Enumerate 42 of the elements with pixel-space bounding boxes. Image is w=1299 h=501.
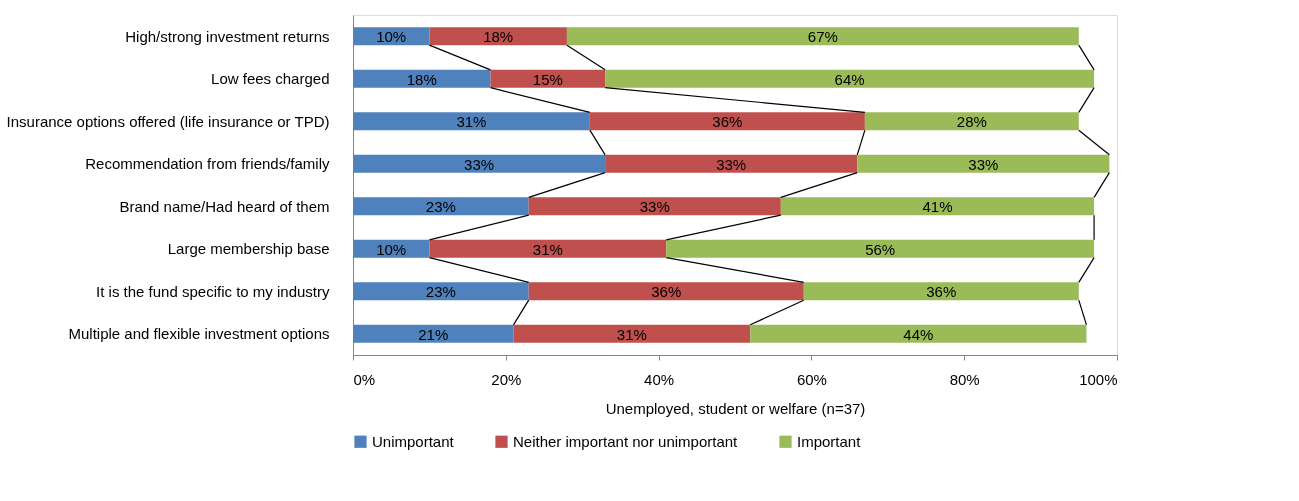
x-tick-label: 40%: [644, 370, 675, 388]
data-label: 15%: [532, 70, 563, 88]
data-label: 44%: [903, 325, 934, 343]
data-label: 36%: [712, 113, 743, 131]
data-label: 67%: [807, 28, 838, 46]
data-label: 10%: [376, 28, 407, 46]
y-tick-label: Multiple and flexible investment options: [68, 325, 330, 343]
y-tick-label: Low fees charged: [211, 70, 330, 88]
data-label: 28%: [956, 113, 987, 131]
data-label: 41%: [922, 198, 953, 216]
data-label: 23%: [425, 283, 456, 301]
data-label: 31%: [456, 113, 487, 131]
legend-label: Unimportant: [372, 432, 455, 450]
y-tick-label: Insurance options offered (life insurance or TPD): [6, 112, 330, 130]
y-tick-label: It is the fund specific to my industry: [96, 282, 330, 300]
legend-label: Neither important nor unimportant: [513, 432, 739, 450]
x-tick-label: 80%: [949, 370, 980, 388]
data-label: 31%: [616, 325, 647, 343]
y-tick-label: High/strong investment returns: [125, 27, 330, 45]
x-axis-title: Unemployed, student or welfare (n=37): [605, 399, 866, 417]
data-label: 18%: [406, 70, 437, 88]
legend-label: Important: [797, 432, 862, 450]
x-tick-label: 60%: [796, 370, 827, 388]
data-label: 10%: [376, 240, 407, 258]
data-label: 33%: [639, 198, 670, 216]
data-label: 36%: [926, 283, 957, 301]
data-label: 23%: [425, 198, 456, 216]
y-tick-label: Brand name/Had heard of them: [119, 197, 330, 215]
x-tick-label: 0%: [353, 370, 376, 388]
data-label: 56%: [865, 240, 896, 258]
data-label: 33%: [464, 155, 495, 173]
data-label: 31%: [532, 240, 563, 258]
data-label: 36%: [651, 283, 682, 301]
data-label: 18%: [483, 28, 514, 46]
x-tick-label: 100%: [1079, 370, 1118, 388]
data-label: 64%: [834, 70, 865, 88]
data-label: 33%: [716, 155, 747, 173]
data-label: 33%: [968, 155, 999, 173]
y-tick-label: Recommendation from friends/family: [85, 155, 330, 173]
y-tick-label: Large membership base: [167, 240, 330, 258]
data-label: 21%: [418, 325, 449, 343]
x-tick-label: 20%: [491, 370, 522, 388]
